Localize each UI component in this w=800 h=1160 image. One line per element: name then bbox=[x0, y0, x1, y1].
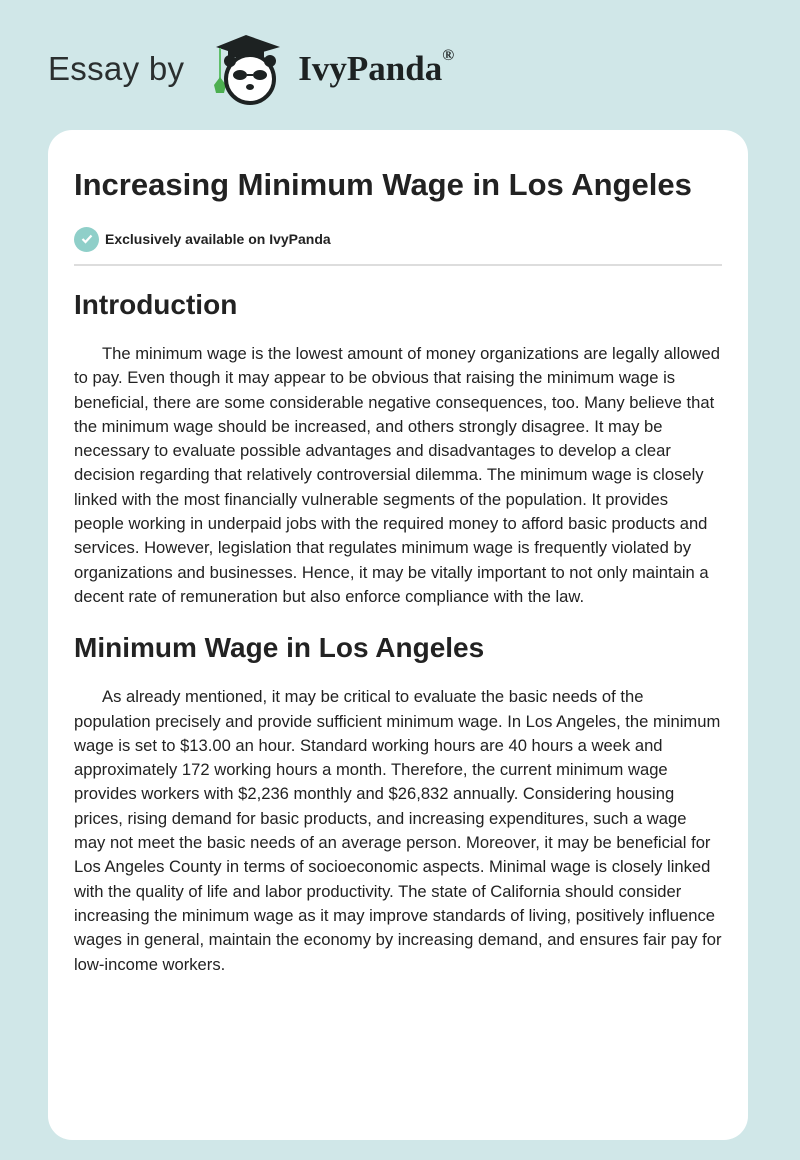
panda-graduate-logo-icon[interactable] bbox=[202, 33, 290, 105]
section-heading: Minimum Wage in Los Angeles bbox=[74, 632, 485, 664]
brand-text: IvyPanda bbox=[298, 49, 443, 88]
divider bbox=[74, 264, 722, 266]
section-paragraph: The minimum wage is the lowest amount of… bbox=[74, 344, 720, 606]
check-circle-icon bbox=[74, 226, 99, 252]
registered-mark: ® bbox=[442, 47, 455, 64]
page-title: Increasing Minimum Wage in Los Angeles bbox=[74, 167, 692, 202]
essay-card: Increasing Minimum Wage in Los Angeles E… bbox=[48, 130, 748, 1140]
exclusive-text: Exclusively available on IvyPanda bbox=[105, 231, 331, 247]
site-header: Essay by IvyPanda® bbox=[48, 33, 455, 105]
exclusive-badge: Exclusively available on IvyPanda bbox=[74, 226, 722, 252]
brand-name[interactable]: IvyPanda® bbox=[298, 47, 455, 89]
section-heading: Introduction bbox=[74, 289, 238, 320]
section-paragraph: As already mentioned, it may be critical… bbox=[74, 687, 722, 974]
essay-by-label: Essay by bbox=[48, 50, 185, 87]
